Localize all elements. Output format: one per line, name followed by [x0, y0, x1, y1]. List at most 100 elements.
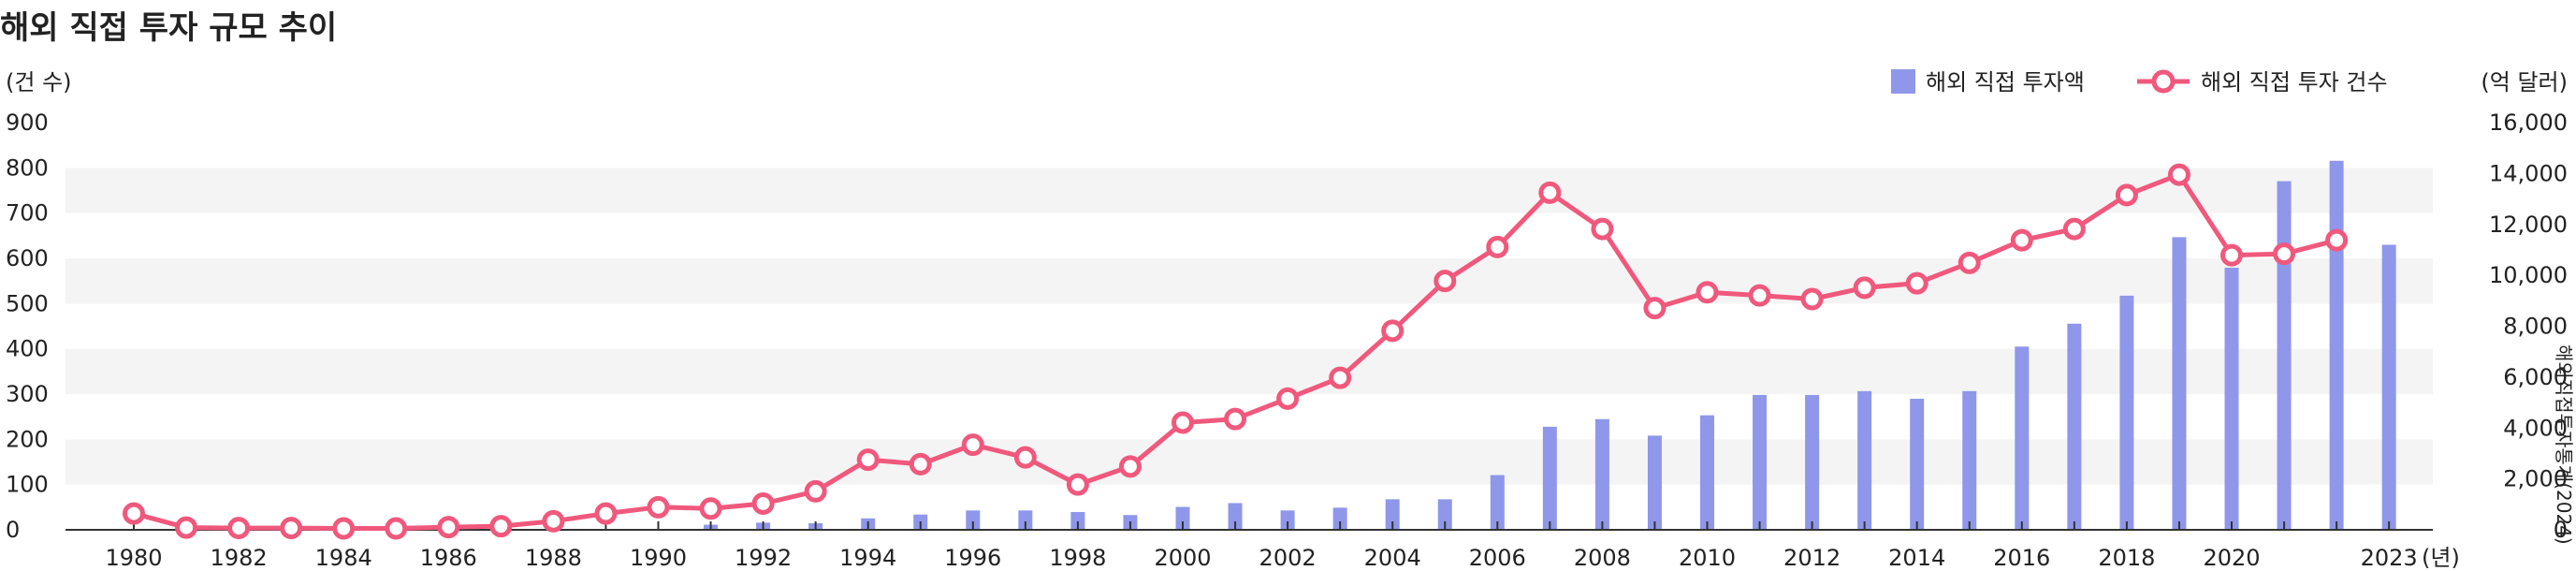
- bar-series: [704, 160, 2396, 530]
- bar: [1385, 499, 1400, 530]
- bar: [1070, 511, 1085, 530]
- source-note: 해외직접투자통계(2024): [2553, 344, 2575, 545]
- line-point: [1538, 181, 1562, 204]
- bar: [1490, 475, 1505, 530]
- x-tick-label: 2008: [1574, 545, 1631, 571]
- grid-band: [65, 394, 2433, 440]
- bar: [1332, 507, 1347, 530]
- line-point: [961, 433, 984, 457]
- right-axis-ticks: 0 2,000 4,000 6,000 8,000 10,000 12,000 14,000 1…: [2489, 110, 2568, 543]
- right-tick-label: 12,000: [2489, 212, 2568, 238]
- line-series: [123, 163, 2349, 540]
- line-point: [1329, 366, 1352, 389]
- bar: [2067, 323, 2082, 530]
- line-point: [1486, 235, 1509, 258]
- right-tick-label: 8,000: [2503, 314, 2568, 340]
- chart-title: 해외 직접 투자 규모 추이: [0, 9, 338, 47]
- line-point: [2273, 242, 2296, 266]
- bar: [1700, 415, 1714, 530]
- x-tick-label: 2002: [1259, 545, 1317, 571]
- bar: [2119, 295, 2134, 530]
- x-tick-label: 2016: [1993, 545, 2050, 571]
- left-tick-label: 800: [6, 154, 49, 181]
- x-axis: 1980 1982 1984 1986 1988 1990 1992 1994 1996 1998…: [65, 521, 2433, 571]
- x-tick-label: 2020: [2203, 545, 2260, 571]
- right-tick-label: 4,000: [2503, 415, 2568, 441]
- x-tick-label: 1988: [525, 545, 582, 571]
- line-point: [647, 495, 670, 519]
- line-point: [2325, 228, 2349, 252]
- bar: [1805, 394, 1820, 530]
- right-tick-label: 6,000: [2503, 364, 2568, 390]
- x-tick-label: 1992: [735, 545, 792, 571]
- bar: [2277, 181, 2292, 530]
- grid-band: [65, 258, 2433, 304]
- bar: [2015, 346, 2030, 530]
- line-point: [751, 491, 775, 515]
- grid-band: [65, 168, 2433, 213]
- line-point: [123, 502, 145, 525]
- line-point: [1224, 407, 1247, 431]
- legend-swatch-bar: [1891, 69, 1915, 94]
- left-tick-label: 700: [6, 200, 49, 227]
- grid-band: [65, 303, 2433, 349]
- line-point: [2220, 243, 2243, 267]
- x-tick-label: 2000: [1154, 545, 1211, 571]
- legend: 해외 직접 투자액 해외 직접 투자 건수: [1891, 69, 2388, 95]
- left-tick-label: 600: [6, 245, 49, 271]
- legend-label-line: 해외 직접 투자 건수: [2201, 69, 2388, 95]
- bar: [1594, 418, 1609, 530]
- left-tick-label: 0: [6, 517, 20, 543]
- bar: [2224, 267, 2239, 530]
- bar: [1228, 503, 1243, 530]
- x-axis-unit: (년): [2422, 545, 2460, 571]
- line-point: [542, 509, 565, 533]
- line-point: [1381, 319, 1404, 343]
- left-tick-label: 200: [6, 426, 49, 452]
- right-tick-label: 2,000: [2503, 466, 2568, 492]
- bar: [1018, 510, 1033, 530]
- right-axis-unit: (억 달러): [2481, 69, 2568, 95]
- grid-band: [65, 348, 2433, 394]
- left-tick-label: 400: [6, 336, 49, 362]
- x-tick-label: 2018: [2098, 545, 2155, 571]
- bar: [1753, 394, 1768, 530]
- x-tick-label: 1994: [839, 545, 896, 571]
- line-point: [1066, 473, 1089, 496]
- line-point: [1696, 281, 1719, 304]
- line-point: [332, 517, 356, 540]
- x-tick-label: 2010: [1679, 545, 1736, 571]
- bar: [2381, 244, 2396, 530]
- line-point: [1643, 297, 1666, 320]
- x-tick-label: 1984: [315, 545, 372, 571]
- bar: [1857, 390, 1872, 530]
- x-tick-label: 1998: [1049, 545, 1106, 571]
- bar: [1280, 510, 1295, 530]
- left-axis-unit: (건 수): [6, 69, 72, 95]
- x-tick-label: 2023: [2361, 545, 2418, 571]
- bar: [2172, 237, 2187, 530]
- right-tick-label: 0: [2554, 517, 2568, 543]
- line-point: [1905, 271, 1928, 295]
- left-tick-label: 900: [6, 110, 49, 136]
- line-point: [489, 515, 513, 538]
- x-tick-label: 1980: [105, 545, 162, 571]
- bar: [1175, 506, 1190, 530]
- left-tick-label: 500: [6, 290, 49, 316]
- line-point: [280, 517, 303, 540]
- line-point: [1118, 455, 1142, 478]
- x-tick-label: 2012: [1783, 545, 1841, 571]
- line-point: [385, 517, 408, 540]
- x-tick-label: 1990: [630, 545, 687, 571]
- bar: [1647, 435, 1662, 530]
- bar: [2329, 160, 2344, 530]
- right-tick-label: 10,000: [2489, 262, 2568, 288]
- right-tick-label: 14,000: [2489, 160, 2568, 186]
- x-tick-label: 2014: [1888, 545, 1945, 571]
- line-point: [804, 479, 827, 503]
- line-point: [1957, 251, 1981, 274]
- bar: [1962, 390, 1977, 530]
- x-tick-label: 2006: [1469, 545, 1526, 571]
- line-point: [1853, 276, 1876, 300]
